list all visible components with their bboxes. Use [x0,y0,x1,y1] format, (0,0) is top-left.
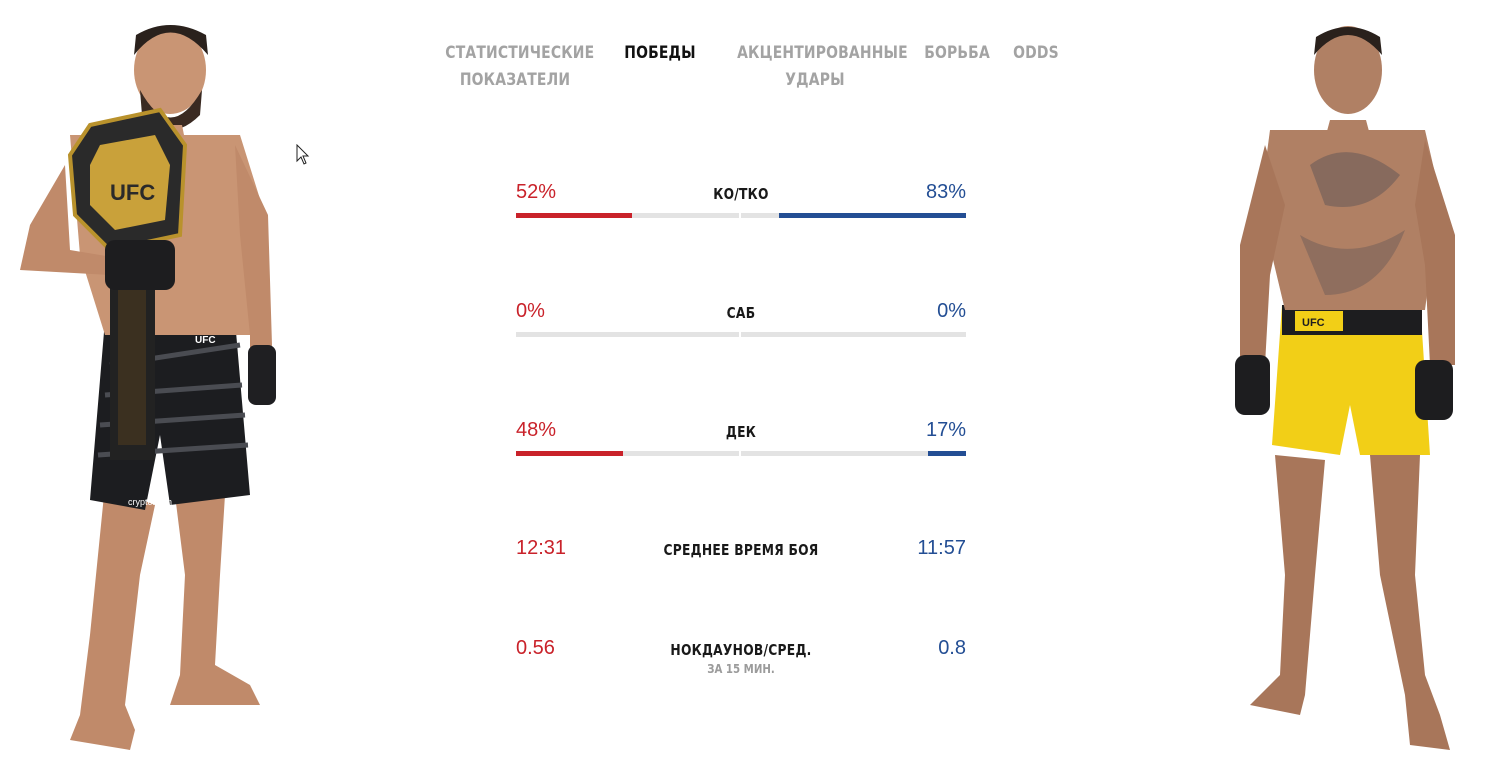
blue-bar-track [741,451,966,456]
tab-statistics-line-1: СТАТИСТИЧЕСКИЕ [445,43,595,63]
blue-value: 17% [925,419,966,441]
stat-label: КО/ТКО [713,185,769,203]
red-bar-track [516,332,739,337]
blue-bar-track [741,332,966,337]
stat-row-submission: 0% САБ 0% [516,299,966,349]
stat-row-ko-tko: 52% КО/ТКО 83% [516,180,966,230]
blue-value: 0.8 [938,637,966,659]
stat-row-avg-fight-time: 12:31 СРЕДНЕЕ ВРЕМЯ БОЯ 11:57 [516,536,966,586]
mouse-cursor-icon [296,143,310,171]
tab-strikes-line-2: УДАРЫ [785,70,845,90]
stat-row-decision: 48% ДЕК 17% [516,418,966,468]
red-bar-fill [516,213,632,218]
shorts-brand-text: UFC [195,335,216,346]
stats-tabs: СТАТИСТИЧЕСКИЕ ПОКАЗАТЕЛИ ПОБЕДЫ АКЦЕНТИ… [430,40,1080,100]
red-bar-track [516,213,739,218]
blue-value: 83% [925,181,966,203]
blue-value: 11:57 [917,537,966,559]
red-corner-fighter-image: crypto.com UFC UFC [10,15,300,755]
stat-label: СРЕДНЕЕ ВРЕМЯ БОЯ [663,541,819,559]
red-value: 0.56 [516,637,555,659]
tab-wins[interactable]: ПОБЕДЫ [624,43,696,63]
blue-value: 0% [937,300,966,322]
tab-statistics[interactable]: СТАТИСТИЧЕСКИЕ ПОКАЗАТЕЛИ [445,40,595,94]
shorts-sponsor-text: crypto.com [128,497,172,507]
tab-odds[interactable]: ODDS [1013,43,1059,63]
stat-label: НОКДАУНОВ/СРЕД. [670,641,812,659]
tab-significant-strikes[interactable]: АКЦЕНТИРОВАННЫЕ УДАРЫ [737,40,908,94]
stat-label: САБ [726,304,756,322]
red-value: 12:31 [516,537,567,559]
blue-bar-fill [779,213,966,218]
blue-bar-fill [927,451,966,456]
blue-corner-fighter-image: UFC [1230,15,1475,755]
shorts-brand-text-right: UFC [1302,317,1325,329]
stat-sublabel: ЗА 15 МИН. [707,662,775,676]
belt-text: UFC [110,180,155,205]
stat-label: ДЕК [725,423,757,441]
tab-grappling[interactable]: БОРЬБА [924,43,990,63]
red-value: 48% [516,419,557,441]
red-value: 0% [516,300,545,322]
blue-bar-track [741,213,966,218]
stat-row-knockdowns: 0.56 НОКДАУНОВ/СРЕД. ЗА 15 МИН. 0.8 [516,636,966,686]
red-bar-track [516,451,739,456]
tab-statistics-line-2: ПОКАЗАТЕЛИ [459,70,571,90]
red-value: 52% [516,181,557,203]
red-bar-fill [516,451,624,456]
tab-strikes-line-1: АКЦЕНТИРОВАННЫЕ [737,43,908,63]
